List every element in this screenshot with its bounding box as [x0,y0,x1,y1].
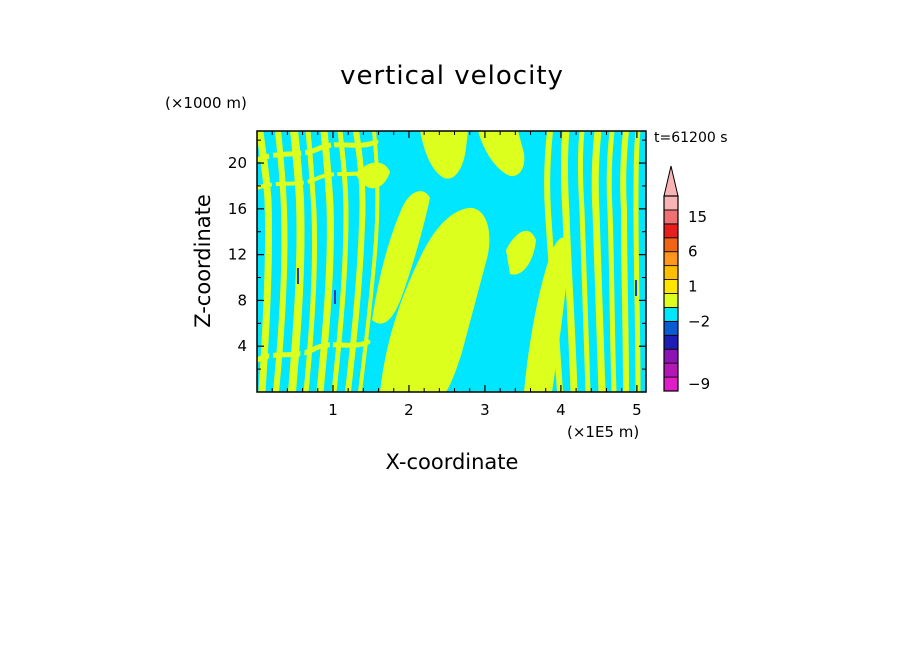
colorbar-bin [663,195,679,211]
stripe-l8 [358,131,380,392]
stripe-r7 [633,131,641,392]
top-center-patch [420,131,468,179]
stripe-r1 [544,131,563,392]
colorbar-bin [663,251,679,267]
y-tick-label: 8 [237,291,247,309]
colorbar-bin [663,265,679,280]
colorbar-bin [663,279,679,294]
colorbar: 15 6 1 −2 −9 [663,165,710,393]
stripe-l4 [303,131,318,392]
y-tick-label: 16 [228,200,247,218]
y-tick-label: 4 [237,337,247,355]
chart-title: vertical velocity [340,61,564,91]
colorbar-frame [663,195,679,392]
band-ul1 [257,139,379,163]
central-updraft-upper [372,191,430,324]
x-tick-label: 5 [632,401,642,419]
x-axis-label: X-coordinate [386,450,519,474]
colorbar-bin [663,223,679,239]
positive-velocity-regions [356,131,570,392]
stripe-l2 [273,131,288,392]
plot-frame [256,130,647,393]
colorbar-label: 15 [688,208,707,226]
x-scale-label: (×1E5 m) [567,423,639,441]
colorbar-bin [663,376,679,392]
x-tick-label: 3 [480,401,490,419]
colorbar-label: −9 [688,375,710,393]
y-tick-label: 20 [228,154,247,172]
y-axis-label: Z-coordinate [191,194,215,328]
y-tick-label: 12 [228,246,247,264]
colorbar-label: 1 [688,278,698,296]
cutout-1 [267,131,278,392]
stripe-r4 [591,131,606,392]
cutout-4 [586,131,597,392]
x-tick-label: 4 [556,401,566,419]
x-tick-label: 2 [404,401,414,419]
y-scale-label: (×1000 m) [165,94,247,112]
stripe-l7 [345,131,366,392]
colorbar-bin [663,293,679,308]
colorbar-bin [663,237,679,253]
stripe-r6 [620,131,629,392]
cutout-5 [614,131,622,392]
colorbar-extend-triangle [663,165,679,197]
colorbar-label: 6 [688,243,698,261]
cyan-cutouts [267,131,622,392]
x-tick-label: 1 [328,401,338,419]
time-label: t=61200 s [654,130,728,146]
cutout-2 [297,131,310,392]
mid-blob [506,230,536,275]
stripe-r3 [578,131,591,392]
striation-lines [257,131,641,392]
stripe-r5 [606,131,617,392]
colorbar-bin [663,209,679,225]
colorbar-bin [663,320,679,336]
central-updraft [380,207,490,392]
dark-blue-specks [297,268,637,304]
stripe-r2 [561,131,578,392]
colorbar-label: −2 [688,312,710,330]
cutout-3 [325,131,340,392]
colorbar-bin [663,362,679,378]
top-center-patch-2 [478,131,525,177]
colorbar-bin [663,348,679,364]
colorbar-bin [663,334,679,350]
contour-field [257,131,646,392]
colorbar-bin [663,307,679,322]
stripe-l1 [257,131,273,392]
right-updraft-patch [524,237,570,392]
